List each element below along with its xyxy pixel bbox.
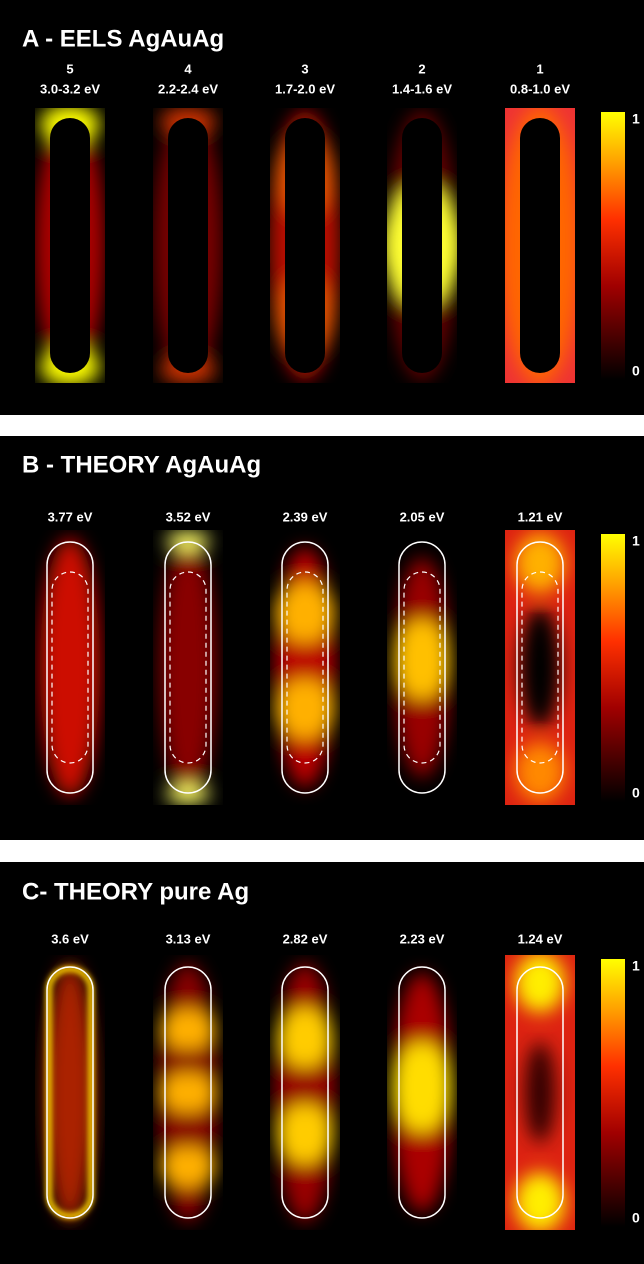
loss-map <box>505 953 575 1233</box>
map-energy: 3.6 eV <box>51 931 89 946</box>
map-energy: 0.8-1.0 eV <box>510 81 570 96</box>
rod-shadow <box>520 118 560 373</box>
colorbar-min: 0 <box>632 785 640 801</box>
map-energy: 1.7-2.0 eV <box>275 81 335 96</box>
map-number: 3 <box>301 61 308 76</box>
loss-map <box>387 955 457 1230</box>
intensity-blob <box>277 1008 333 1068</box>
loss-map <box>270 955 340 1230</box>
map-energy: 2.2-2.4 eV <box>158 81 218 96</box>
loss-map <box>505 530 575 805</box>
map-number: 2 <box>418 61 425 76</box>
map-energy: 3.52 eV <box>166 509 211 524</box>
map-energy: 1.4-1.6 eV <box>392 81 452 96</box>
intensity-blob <box>275 679 335 739</box>
intensity-blob <box>275 583 335 643</box>
panel-title: C- THEORY pure Ag <box>22 878 249 905</box>
loss-map <box>35 955 105 1230</box>
loss-map <box>153 955 223 1230</box>
map-energy: 1.21 eV <box>518 509 563 524</box>
loss-map <box>270 108 340 383</box>
figure: A - EELS AgAuAg 5 3.0-3.2 eV 4 2.2-2.4 eV 3 1.… <box>0 0 644 1264</box>
intensity-blob <box>525 1043 555 1143</box>
panel-title: A - EELS AgAuAg <box>22 25 224 52</box>
loss-map <box>500 106 580 386</box>
intensity-blob <box>515 953 565 1013</box>
panel-title: B - THEORY AgAuAg <box>22 451 261 478</box>
loss-map <box>153 107 223 385</box>
intensity-blob <box>40 538 100 798</box>
map-energy: 2.39 eV <box>283 509 328 524</box>
intensity-blob <box>277 1104 333 1164</box>
colorbar <box>601 534 625 802</box>
intensity-blob <box>394 619 450 699</box>
loss-map <box>382 108 462 383</box>
map-number: 5 <box>66 61 73 76</box>
map-energy: 2.82 eV <box>283 931 328 946</box>
colorbar-max: 1 <box>632 533 640 549</box>
map-energy: 3.13 eV <box>166 931 211 946</box>
intensity-blob <box>515 1173 565 1233</box>
map-energy: 3.0-3.2 eV <box>40 81 100 96</box>
map-number: 1 <box>536 61 543 76</box>
map-number: 4 <box>184 61 192 76</box>
loss-map <box>153 530 223 805</box>
rod-shadow <box>50 118 90 373</box>
intensity-blob <box>160 1073 216 1113</box>
intensity-blob <box>392 1042 452 1132</box>
loss-map <box>270 530 340 805</box>
rod-shadow <box>168 118 208 373</box>
intensity-blob <box>160 538 216 798</box>
map-energy: 3.77 eV <box>48 509 93 524</box>
colorbar <box>601 959 625 1227</box>
intensity-blob <box>275 963 335 1223</box>
rod-shadow <box>285 118 325 373</box>
map-energy: 2.23 eV <box>400 931 445 946</box>
rod-shadow <box>402 118 442 373</box>
intensity-blob <box>160 1147 216 1187</box>
intensity-blob <box>520 608 560 728</box>
map-energy: 2.05 eV <box>400 509 445 524</box>
colorbar <box>601 112 625 380</box>
loss-map <box>35 105 105 387</box>
loss-map <box>387 530 457 805</box>
intensity-blob <box>160 1009 216 1049</box>
loss-map <box>35 530 105 805</box>
colorbar-max: 1 <box>632 958 640 974</box>
intensity-blob <box>45 963 95 1223</box>
map-energy: 1.24 eV <box>518 931 563 946</box>
colorbar-min: 0 <box>632 1210 640 1226</box>
colorbar-max: 1 <box>632 111 640 127</box>
colorbar-min: 0 <box>632 363 640 379</box>
